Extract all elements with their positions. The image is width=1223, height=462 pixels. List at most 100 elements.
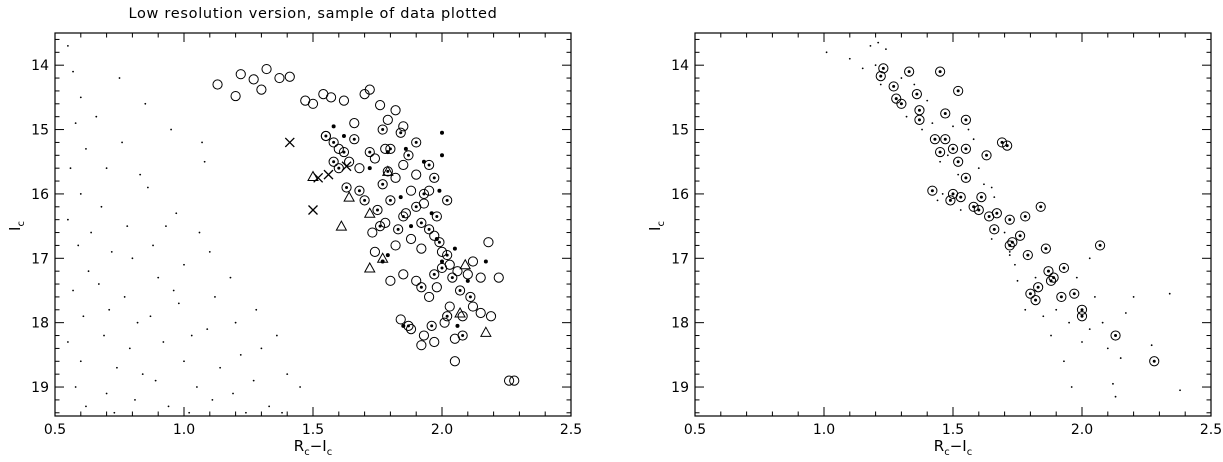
circle-center [345, 185, 349, 189]
data-point-dot [149, 315, 152, 318]
circle-ring [442, 195, 453, 206]
x-tick-label: 1.5 [302, 422, 324, 438]
data-point-dot [105, 167, 108, 170]
circle-center [1059, 295, 1063, 299]
circle-center [964, 176, 968, 180]
y-tick-label: 15 [671, 123, 689, 139]
plot-marks [825, 41, 1181, 398]
data-point-dot [126, 225, 129, 228]
circle-center [414, 205, 418, 209]
data-point-dot [110, 250, 113, 253]
circle-center [1039, 205, 1043, 209]
data-point-dot [232, 392, 234, 395]
data-point-circle [367, 227, 378, 238]
data-point-circle-dot [929, 134, 941, 145]
data-point-dot [77, 244, 80, 247]
circle-ring [374, 221, 386, 232]
data-point-circle [325, 92, 337, 103]
circle-center [419, 285, 423, 289]
circle-center [1098, 243, 1102, 247]
circle-ring [416, 282, 427, 293]
data-point-dot [1034, 276, 1037, 279]
y-tick-label: 15 [31, 123, 49, 139]
data-point-dot [952, 125, 954, 128]
data-point-circle-dot [385, 143, 396, 154]
data-point-dot [165, 225, 167, 228]
data-point-circle-dot [976, 192, 987, 203]
circle-ring [991, 208, 1002, 219]
circle-ring [1035, 201, 1046, 212]
data-point-dot [95, 115, 98, 118]
y-tick-label: 17 [31, 251, 49, 267]
x-axis-label: Rc−Ic [294, 437, 332, 458]
circle-center [979, 195, 983, 199]
data-point-circle-dot [1040, 243, 1051, 254]
data-point-circle-dot [953, 85, 964, 97]
circle-ring [1030, 295, 1041, 306]
circle-center [401, 214, 405, 218]
data-point-circle-dot [1004, 214, 1015, 225]
data-point-dot [79, 96, 82, 99]
data-point-dot [108, 308, 111, 311]
circle-center [992, 227, 996, 231]
data-point-circle [333, 143, 344, 154]
data-point-triangle [454, 306, 466, 318]
circle-ring [935, 146, 946, 158]
data-point-circle [261, 63, 272, 75]
data-point-dot [103, 334, 105, 337]
data-point-circle [467, 256, 479, 267]
data-point-circle-dot [1033, 282, 1044, 293]
data-point-dot [1070, 386, 1073, 388]
data-point-circle-dot [896, 98, 907, 109]
data-point-dot [74, 386, 77, 388]
circle-center [450, 276, 454, 280]
circle-center [879, 74, 883, 78]
data-point-circle [449, 356, 460, 367]
circle-center [951, 147, 955, 151]
circle-center [1052, 276, 1056, 280]
circle-ring [955, 192, 966, 203]
circle-ring [888, 81, 899, 92]
data-point-dot [167, 405, 170, 408]
data-point-circle-dot [960, 143, 972, 154]
data-point-dot [1119, 357, 1122, 359]
data-point-circle-dot [442, 311, 453, 322]
data-point-dot [105, 392, 108, 395]
data-point-filled [403, 146, 408, 151]
circle-ring [1002, 140, 1013, 151]
circle-ring [940, 108, 951, 119]
data-point-dot [67, 218, 69, 221]
data-point-circle [398, 159, 409, 171]
x-axis-label: Rc−Ic [934, 437, 972, 458]
data-point-circle-dot [989, 224, 1000, 235]
data-point-dot [1003, 231, 1006, 234]
data-point-circle-dot [1014, 230, 1026, 241]
circle-center [342, 150, 346, 154]
data-point-dot [72, 70, 74, 73]
data-point-dot [1008, 254, 1011, 256]
y-tick-label: 16 [671, 187, 689, 203]
data-point-dot [131, 257, 134, 260]
data-point-dot [286, 373, 289, 376]
circle-ring [960, 143, 972, 154]
data-point-dot [1106, 347, 1109, 350]
x-tick-label: 1.0 [813, 422, 835, 438]
data-point-dot [203, 160, 206, 163]
circle-ring [1020, 211, 1031, 222]
x-tick-label: 2.0 [1071, 422, 1093, 438]
circle-center [938, 150, 942, 154]
data-point-circle-dot [947, 143, 959, 154]
circle-ring [403, 150, 414, 161]
data-point-filled [385, 253, 390, 258]
circle-center [357, 189, 361, 193]
circle-center [1080, 308, 1084, 312]
circle-ring [372, 204, 383, 216]
data-point-dot [879, 83, 882, 86]
data-point-dot [206, 328, 209, 331]
data-point-filled [429, 211, 434, 216]
data-point-circle-dot [454, 285, 466, 296]
data-point-dot [946, 154, 949, 157]
circle-ring [328, 156, 339, 167]
circle-ring [1045, 275, 1057, 286]
circle-center [938, 70, 942, 74]
